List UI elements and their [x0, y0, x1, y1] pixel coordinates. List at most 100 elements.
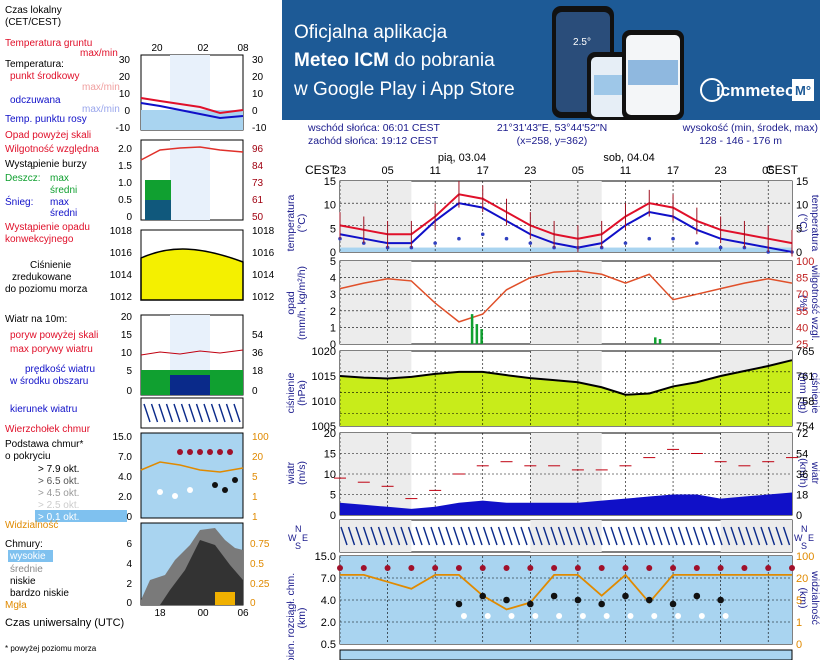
cloud-top	[574, 565, 581, 571]
wind-arrow	[527, 526, 536, 546]
cloud-base	[598, 600, 605, 608]
wind-arrow	[587, 526, 596, 546]
compass-rose: W N E S W N E S	[288, 524, 814, 551]
svg-text:1012: 1012	[110, 292, 133, 303]
svg-text:* powyżej poziomu morza: * powyżej poziomu morza	[5, 644, 97, 653]
legend-grunt-sub: max/min	[80, 48, 118, 59]
svg-text:1.5: 1.5	[118, 161, 132, 172]
svg-text:7.0: 7.0	[118, 452, 132, 463]
svg-text:max porywy wiatru: max porywy wiatru	[10, 344, 93, 355]
tick-label: 5	[330, 223, 336, 235]
svg-text:0.5: 0.5	[118, 195, 132, 206]
svg-text:(°C): (°C)	[797, 214, 809, 233]
svg-text:(%): (%)	[797, 295, 809, 311]
cloud-base-low	[627, 613, 634, 619]
cloud-base	[622, 592, 629, 600]
cloud-base	[455, 600, 463, 608]
legend-kierunek: kierunek wiatru	[10, 403, 241, 423]
svg-text:1014: 1014	[110, 270, 133, 281]
wind-arrow	[347, 526, 356, 546]
tick-label: 15	[324, 176, 336, 188]
app-banner[interactable]: Oficjalna aplikacja Meteo ICM do pobrani…	[282, 0, 820, 120]
legend-grunt: Temperatura gruntu	[5, 38, 92, 49]
legend-panel: Czas lokalny (CET/CEST) 20 02 08 Tempera…	[5, 5, 275, 653]
legend-pressure: Ciśnienie zredukowane do poziomu morza 1…	[5, 226, 275, 303]
svg-text:0: 0	[252, 386, 258, 397]
svg-text:(mm Hg): (mm Hg)	[797, 373, 809, 414]
cloud-base-low	[579, 613, 586, 619]
svg-text:poryw powyżej skali: poryw powyżej skali	[10, 330, 98, 341]
cloud-base	[645, 596, 653, 604]
svg-text:4: 4	[126, 559, 132, 570]
tick-label: 3	[330, 289, 336, 301]
hour-tick: 05	[762, 165, 774, 177]
cloud-top	[670, 565, 677, 571]
wind-arrow	[158, 403, 166, 423]
svg-text:1014: 1014	[252, 270, 275, 281]
top-tick: 08	[237, 43, 249, 54]
wind-arrow	[647, 526, 656, 546]
svg-text:do poziomu morza: do poziomu morza	[5, 284, 88, 295]
wind-arrow	[737, 526, 746, 546]
svg-text:N: N	[801, 524, 808, 534]
wind-arrow	[210, 403, 219, 423]
wind-arrow	[617, 526, 626, 546]
svg-text:S: S	[801, 541, 807, 551]
precip-bar	[658, 339, 662, 344]
tick-label: 10	[324, 200, 336, 212]
legend-temperatura: Temperatura:	[5, 59, 64, 70]
wind-arrow	[677, 526, 686, 546]
dew-point	[695, 241, 699, 245]
svg-text:0: 0	[124, 106, 130, 117]
svg-text:0.25: 0.25	[250, 579, 270, 590]
svg-text:4.0: 4.0	[118, 472, 132, 483]
wind-arrow	[195, 403, 204, 423]
svg-text:10: 10	[252, 89, 264, 100]
hour-tick: 05	[572, 165, 584, 177]
wind-arrow	[760, 526, 768, 546]
svg-text:2: 2	[126, 579, 132, 590]
night-shade	[340, 433, 412, 515]
tick-label: 4	[330, 273, 336, 285]
tick-label: 1020	[312, 346, 336, 358]
top-tick: 20	[151, 43, 163, 54]
tick-label: 0	[796, 510, 802, 522]
svg-text:E: E	[302, 533, 308, 543]
svg-text:E: E	[808, 533, 814, 543]
hour-tick: 23	[524, 165, 536, 177]
banner-line1: Oficjalna aplikacja	[294, 22, 448, 43]
wind-arrow	[557, 526, 566, 546]
tick-label: 85	[796, 273, 808, 285]
cloud-top	[479, 565, 486, 571]
night-shade	[340, 520, 412, 552]
wind-arrow	[377, 526, 386, 546]
svg-text:(km/h): (km/h)	[797, 458, 809, 488]
svg-text:0: 0	[126, 386, 132, 397]
tick-label: 15	[324, 449, 336, 461]
svg-text:> 7.9 okt.: > 7.9 okt.	[38, 464, 79, 475]
svg-text:1.0: 1.0	[118, 178, 132, 189]
cloud-top	[384, 565, 391, 571]
svg-text:20: 20	[252, 452, 264, 463]
svg-text:2.0: 2.0	[118, 492, 132, 503]
legend-punkt: punkt środkowy	[10, 71, 79, 82]
cloud-base-low	[556, 613, 563, 619]
cloud-base	[479, 592, 487, 600]
icmmeteo-logo: icmmeteo M°	[700, 78, 814, 102]
legend-wind: Wiatr na 10m: poryw powyżej skali max po…	[5, 312, 264, 397]
meteogram: CEST CEST pią, 03.04 sob, 04.04 23 05 11 17…	[285, 152, 820, 660]
svg-text:ciśnienie: ciśnienie	[285, 372, 297, 413]
wind-arrow	[422, 526, 431, 546]
tick-label: 100	[796, 256, 814, 268]
legend-top: Czas lokalny (CET/CEST) 20 02 08	[5, 5, 249, 54]
svg-text:30: 30	[119, 55, 131, 66]
svg-text:20: 20	[119, 72, 131, 83]
wind-arrow	[400, 526, 408, 546]
svg-text:6: 6	[126, 539, 132, 550]
wind-arrow	[610, 526, 618, 546]
svg-text:20: 20	[121, 312, 133, 323]
cloud-base-low	[532, 613, 539, 619]
legend-max2: max/min	[82, 104, 120, 115]
cloud-top	[622, 565, 629, 571]
legend-max: max/min	[82, 82, 120, 93]
